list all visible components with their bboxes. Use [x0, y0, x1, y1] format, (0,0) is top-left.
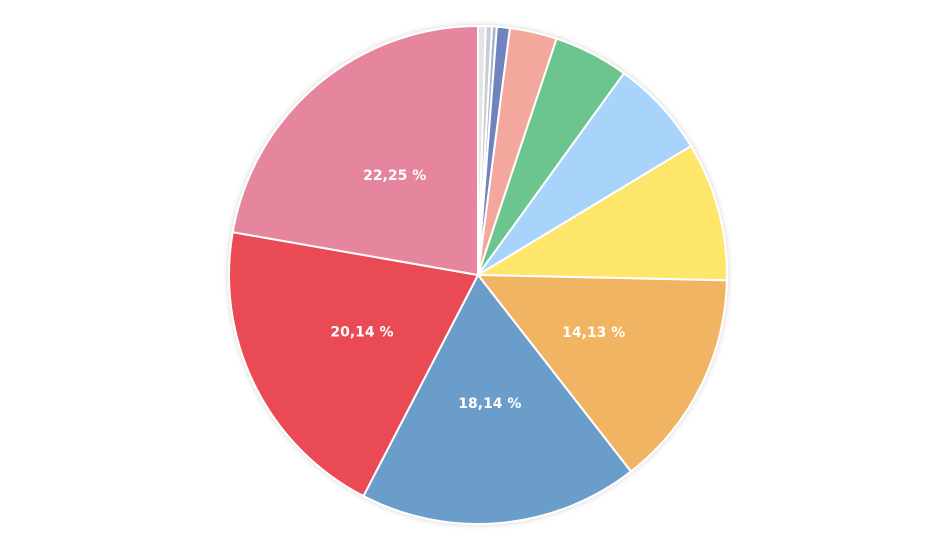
slice-label: 14,13 % — [562, 325, 625, 341]
pie-slice — [231, 24, 479, 277]
pie-slice — [228, 231, 480, 498]
slice-label: 20,14 % — [330, 324, 393, 340]
pie-slice — [474, 144, 728, 282]
slice-label: 18,14 % — [458, 396, 521, 412]
pie-slice — [362, 273, 633, 525]
slice-label: 22,25 % — [363, 168, 426, 184]
pie-slice — [475, 273, 728, 473]
